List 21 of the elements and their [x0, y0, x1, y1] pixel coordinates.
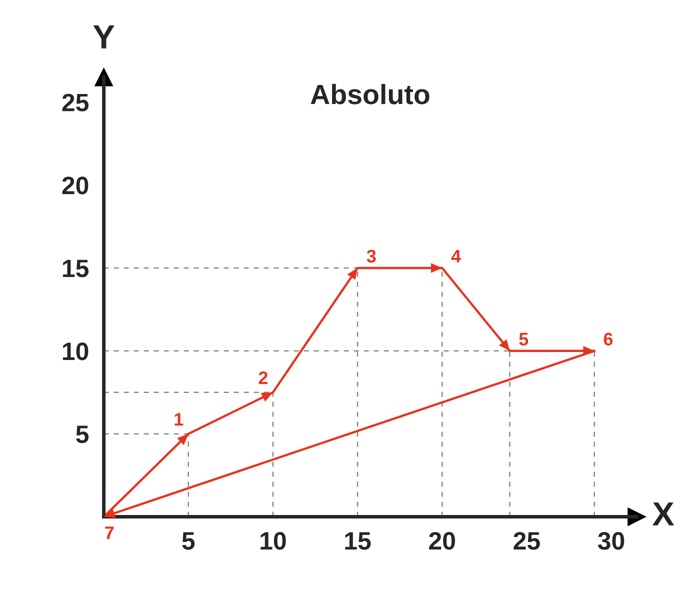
annotation: 6 — [604, 332, 613, 346]
x-tick-label: 20 — [429, 532, 455, 550]
x-axis-title: X — [652, 502, 674, 526]
annotation: 3 — [366, 250, 376, 263]
x-tick-label: 25 — [514, 532, 540, 550]
y-tick-label: 10 — [62, 342, 88, 360]
x-tick-label: 15 — [345, 532, 371, 550]
y-tick-label: 5 — [76, 426, 89, 444]
annotation: 5 — [519, 332, 528, 346]
y-axis-title: Y — [93, 25, 114, 48]
annotation: 1 — [174, 413, 184, 426]
annotation: 4 — [451, 250, 461, 262]
x-tick-label: 5 — [182, 532, 195, 550]
x-tick-label: 10 — [260, 532, 286, 550]
y-tick-label: 25 — [62, 94, 89, 112]
annotation: 7 — [105, 526, 114, 539]
chart-title: Absoluto — [310, 84, 430, 104]
y-tick-label: 20 — [62, 176, 88, 194]
x-tick-label: 30 — [598, 532, 624, 550]
annotation: 2 — [258, 371, 268, 384]
y-tick-label: 15 — [62, 260, 89, 278]
